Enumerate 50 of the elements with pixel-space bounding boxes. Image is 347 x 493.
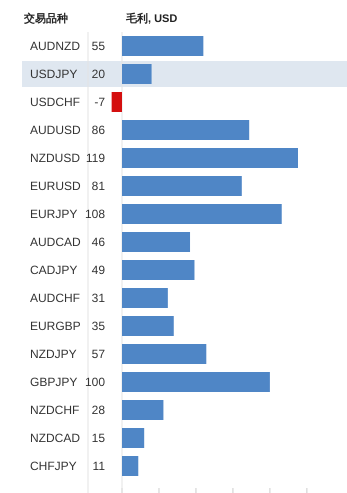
y-tick-label: CHFJPY bbox=[30, 459, 77, 473]
data-label: 81 bbox=[92, 179, 106, 193]
bar bbox=[122, 428, 144, 448]
y-axis-title: 交易品种 bbox=[23, 12, 68, 25]
bar bbox=[122, 148, 298, 168]
y-tick-label: NZDJPY bbox=[30, 347, 77, 361]
bar bbox=[122, 232, 190, 252]
bar bbox=[122, 36, 204, 56]
data-label: 31 bbox=[92, 291, 106, 305]
data-label: 46 bbox=[92, 235, 106, 249]
data-label: 35 bbox=[92, 319, 106, 333]
data-label: 28 bbox=[92, 403, 106, 417]
data-label: 49 bbox=[92, 263, 106, 277]
y-tick-label: NZDCHF bbox=[30, 403, 80, 417]
y-tick-label: AUDCAD bbox=[30, 235, 82, 249]
bar bbox=[122, 372, 270, 392]
y-tick-label: EURJPY bbox=[30, 207, 78, 221]
y-tick-label: AUDNZD bbox=[30, 39, 80, 53]
y-tick-label: AUDUSD bbox=[30, 123, 82, 137]
bar bbox=[122, 456, 138, 476]
bar bbox=[122, 204, 282, 224]
bar bbox=[122, 400, 164, 420]
y-tick-label: EURUSD bbox=[30, 179, 82, 193]
y-tick-label: AUDCHF bbox=[30, 291, 80, 305]
bar bbox=[122, 344, 206, 364]
data-label: 57 bbox=[92, 347, 106, 361]
y-tick-label: EURGBP bbox=[30, 319, 81, 333]
y-tick-label: GBPJPY bbox=[30, 375, 78, 389]
data-label: 20 bbox=[92, 67, 106, 81]
data-label: 86 bbox=[92, 123, 106, 137]
data-label: 119 bbox=[86, 151, 106, 165]
y-tick-label: CADJPY bbox=[30, 263, 78, 277]
data-label: 108 bbox=[84, 207, 106, 221]
bar bbox=[122, 260, 194, 280]
data-label: 100 bbox=[84, 375, 106, 389]
data-label: 15 bbox=[92, 431, 106, 445]
x-axis-title: 毛利, USD bbox=[125, 12, 178, 25]
bar bbox=[122, 120, 250, 140]
y-tick-label: NZDCAD bbox=[30, 431, 80, 445]
data-label: -7 bbox=[94, 95, 106, 109]
bar bbox=[122, 176, 242, 196]
bar bbox=[122, 288, 168, 308]
data-label: 55 bbox=[92, 39, 106, 53]
y-tick-label: USDCHF bbox=[30, 95, 80, 109]
bar bbox=[122, 316, 174, 336]
data-label: 11 bbox=[92, 459, 106, 473]
bar bbox=[122, 64, 152, 84]
y-tick-label: USDJPY bbox=[30, 67, 78, 81]
y-tick-label: NZDUSD bbox=[30, 151, 80, 165]
bar bbox=[112, 92, 122, 112]
